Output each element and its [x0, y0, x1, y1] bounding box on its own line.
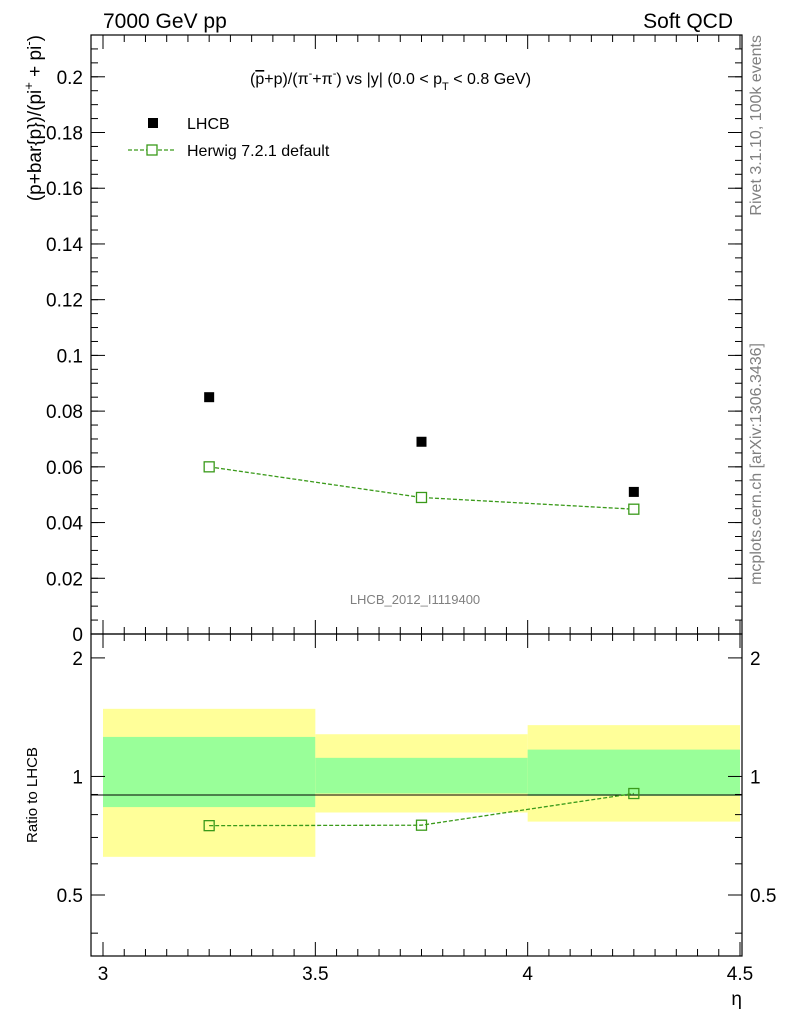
- legend-herwig-label: Herwig 7.2.1 default: [187, 143, 330, 160]
- main-ytick-label: 0.18: [46, 124, 83, 145]
- main-ytick-label: 0.1: [57, 346, 83, 367]
- ratio-series: [203, 787, 640, 832]
- x-tick-label: 4: [522, 964, 533, 985]
- ratio-ytick-label-right: 2: [750, 649, 761, 670]
- legend-lhcb-marker: [148, 118, 158, 128]
- legend-lhcb-label: LHCB: [187, 116, 230, 133]
- herwig-point: [415, 491, 428, 504]
- x-axis-label: η: [731, 989, 742, 1010]
- rivet-label: Rivet 3.1.10, 100k events: [748, 35, 765, 216]
- main-ylabel: (p+bar{p})/(pi+ + pi-): [21, 35, 46, 201]
- ratio-herwig-point: [628, 787, 640, 800]
- lhcb-point: [204, 392, 215, 403]
- main-title: (p+p)/(π-+π-) vs |y| (0.0 < pT < 0.8 GeV…: [250, 68, 531, 93]
- ratio-ytick-label: 2: [72, 649, 83, 670]
- main-ytick-label: 0.08: [46, 402, 83, 423]
- legend: LHCB Herwig 7.2.1 default: [128, 116, 330, 160]
- ratio-ytick-label: 1: [72, 767, 83, 788]
- ratio-ylabel: Ratio to LHCB: [24, 747, 41, 843]
- ratio-x-ticks: 3 3.5 4 4.5: [98, 634, 753, 985]
- ratio-y-ticks: 0.5 0.5 1 1 2 2: [57, 649, 776, 934]
- ratio-ytick-label-right: 0.5: [750, 886, 776, 907]
- main-panel: 00.020.040.060.080.10.120.140.160.180.2 …: [21, 34, 743, 646]
- main-ytick-label: 0.04: [46, 514, 83, 535]
- main-ytick-label: 0.2: [57, 68, 83, 89]
- main-ytick-label: 0.02: [46, 569, 83, 590]
- main-ytick-label: 0.16: [46, 179, 83, 200]
- header-left: 7000 GeV pp: [103, 10, 227, 33]
- ratio-ytick-label: 0.5: [57, 886, 83, 907]
- ratio-herwig-line: [209, 792, 634, 827]
- x-tick-label: 4.5: [727, 964, 753, 985]
- header-right: Soft QCD: [643, 10, 733, 33]
- main-ytick-label: 0.06: [46, 458, 83, 479]
- analysis-watermark: LHCB_2012_I1119400: [350, 592, 480, 607]
- ratio-band-inner: [103, 736, 316, 808]
- herwig-line: [209, 466, 634, 510]
- x-tick-label: 3.5: [302, 964, 328, 985]
- main-ytick-label: 0.12: [46, 291, 83, 312]
- herwig-point: [203, 461, 215, 473]
- main-ytick-label: 0: [72, 625, 83, 646]
- ratio-band-inner: [315, 757, 528, 794]
- ratio-herwig-point: [415, 819, 428, 831]
- lhcb-point: [628, 486, 639, 497]
- main-series: [203, 392, 640, 515]
- lhcb-point: [416, 436, 427, 447]
- main-minor-ticks: [91, 34, 742, 635]
- ratio-panel: 0.5 0.5 1 1 2 2 3 3.5 4 4.5 Ratio to LHCB η: [24, 633, 776, 1010]
- main-ytick-label: 0.14: [46, 235, 83, 256]
- main-x-ticks: [102, 35, 741, 634]
- ratio-herwig-point: [203, 820, 215, 832]
- ratio-ytick-label-right: 1: [750, 767, 761, 788]
- ratio-frame: [90, 633, 743, 957]
- herwig-point: [628, 503, 640, 515]
- main-y-ticks: 0 0.02 0.04 0.06 0.08 0.1 0.12 0.14 0.16 0.18 0.2: [46, 68, 742, 646]
- ratio-bands: [103, 708, 740, 857]
- legend-herwig-marker: [146, 144, 158, 156]
- mcplots-label: mcplots.cern.ch [arXiv:1306.3436]: [748, 343, 765, 585]
- x-tick-label: 3: [98, 964, 109, 985]
